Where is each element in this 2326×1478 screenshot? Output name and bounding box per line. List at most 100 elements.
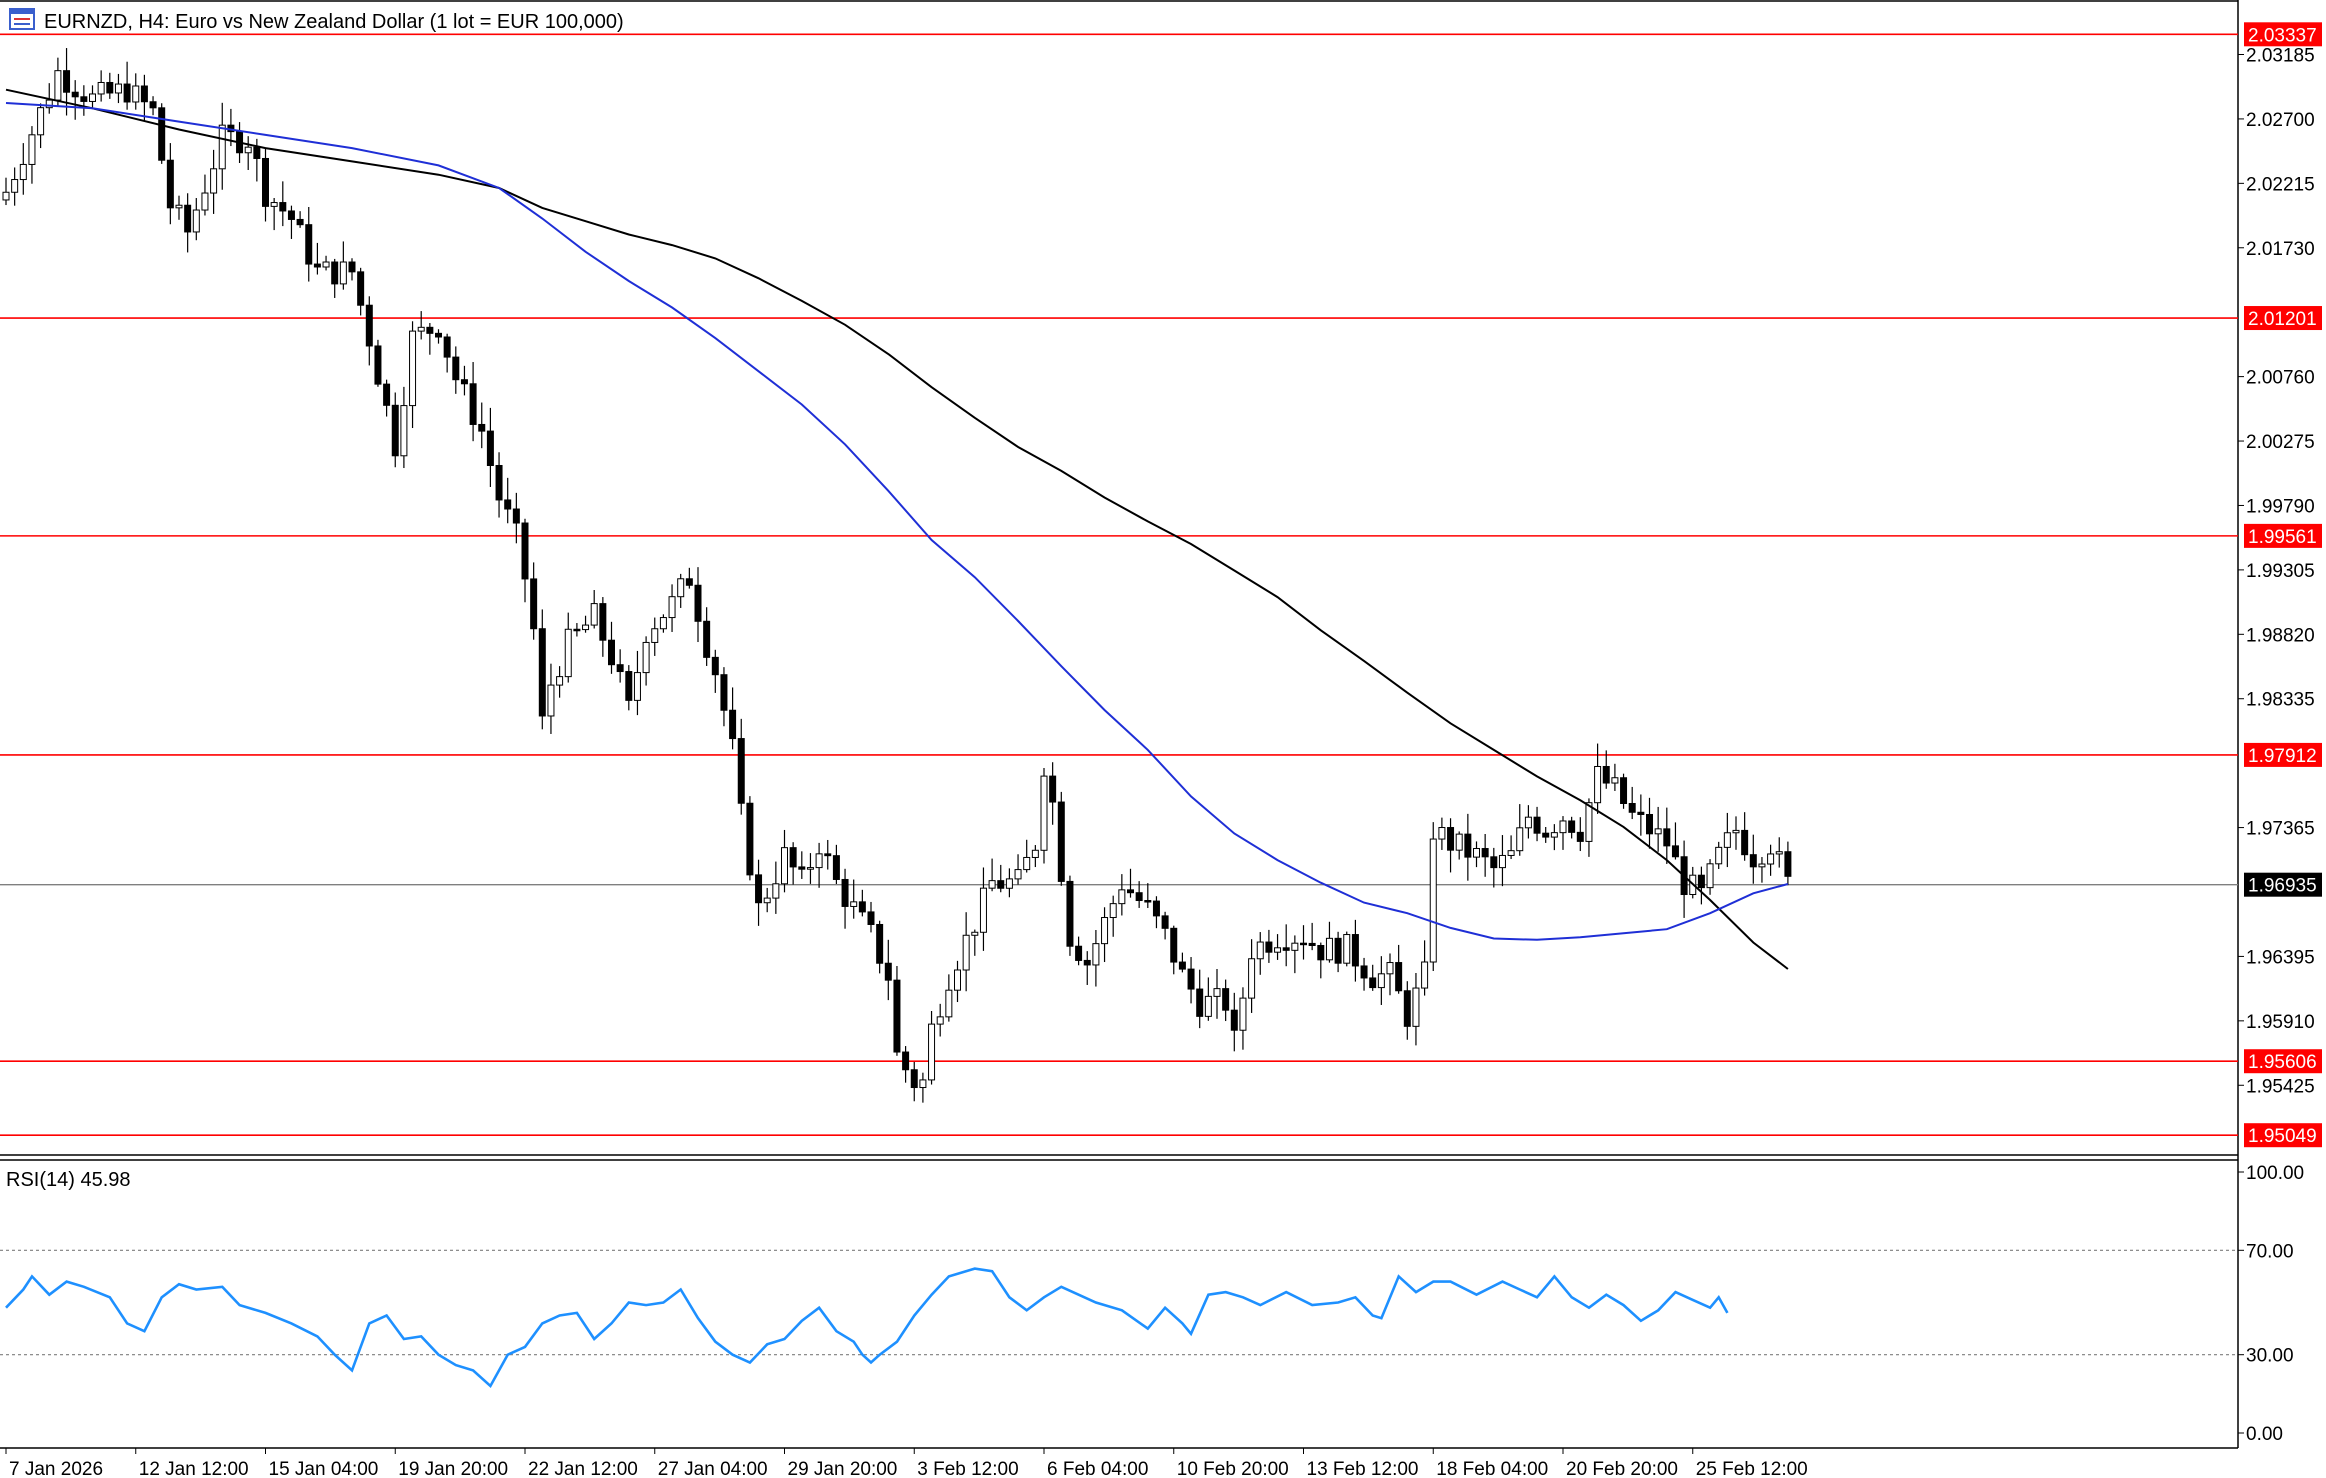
bull-candle — [270, 202, 278, 207]
bull-candle — [988, 880, 996, 889]
bear-candle — [1144, 900, 1152, 903]
bear-candle — [1334, 937, 1342, 964]
bull-candle — [1256, 941, 1264, 960]
time-axis: 7 Jan 2026 12 Jan 12:00 15 Jan 04:00 19 Jan… — [5, 1448, 1808, 1478]
bull-candle — [1377, 973, 1385, 989]
rsi-tick-label: 100.00 — [2246, 1163, 2304, 1184]
price-tick-label: 1.99305 — [2246, 561, 2315, 582]
level-price-label: 1.95606 — [2248, 1052, 2317, 1073]
bear-candle — [1170, 927, 1178, 963]
time-tick-label: 19 Jan 20:00 — [398, 1459, 508, 1478]
bull-candle — [1204, 995, 1212, 1017]
bear-candle — [460, 379, 468, 385]
bear-candle — [1542, 832, 1550, 838]
bear-candle — [1196, 988, 1204, 1017]
bull-candle — [1092, 943, 1100, 966]
bull-candle — [850, 901, 858, 907]
bear-candle — [530, 578, 538, 630]
bear-candle — [1403, 990, 1411, 1027]
bull-candle — [132, 85, 140, 103]
bear-candle — [599, 603, 607, 641]
bull-candle — [1715, 846, 1723, 865]
bull-candle — [1550, 832, 1558, 838]
bull-candle — [97, 81, 105, 95]
bear-candle — [1646, 813, 1653, 835]
bear-candle — [746, 802, 754, 876]
bull-candle — [19, 163, 27, 181]
bull-candle — [651, 628, 659, 643]
bear-candle — [287, 210, 295, 220]
bull-candle — [633, 672, 641, 701]
bull-candle — [1274, 947, 1282, 953]
bull-candle — [409, 330, 417, 407]
bull-candle — [582, 624, 590, 631]
price-tick-label: 1.98820 — [2246, 625, 2315, 646]
bear-candle — [140, 85, 148, 103]
bear-candle — [858, 901, 866, 913]
bear-candle — [1749, 854, 1757, 868]
bull-candle — [928, 1023, 936, 1081]
bull-candle — [89, 93, 96, 102]
level-price-label: 1.97912 — [2248, 746, 2317, 767]
bull-candle — [11, 179, 19, 193]
bull-candle — [979, 887, 987, 933]
bear-candle — [616, 664, 624, 673]
bear-candle — [884, 962, 892, 981]
bear-candle — [893, 979, 901, 1053]
bear-candle — [1741, 829, 1749, 856]
bear-candle — [1351, 934, 1359, 967]
bull-candle — [37, 107, 45, 136]
level-price-badge — [2244, 1049, 2322, 1074]
bear-candle — [798, 866, 806, 870]
chart-window-icon[interactable] — [9, 8, 35, 30]
bear-candle — [296, 218, 304, 226]
rsi-pane: 100.00 70.00 30.00 0.00 — [0, 1163, 2304, 1445]
bear-candle — [1602, 765, 1610, 784]
horizontal-levels — [0, 33, 2238, 1137]
bull-candle — [1239, 997, 1247, 1031]
bull-candle — [1118, 889, 1126, 905]
bear-candle — [1135, 892, 1143, 902]
bull-candle — [1706, 863, 1714, 889]
bull-candle — [1723, 832, 1731, 848]
bull-candle — [1498, 854, 1506, 869]
rsi-label: RSI(14) 45.98 — [6, 1169, 131, 1191]
bear-candle — [1369, 977, 1377, 989]
price-tick-label: 1.99790 — [2246, 496, 2315, 517]
bear-candle — [1317, 944, 1325, 961]
bull-candle — [1559, 820, 1567, 834]
bull-candle — [417, 326, 425, 332]
time-tick-label: 15 Jan 04:00 — [269, 1459, 379, 1478]
bear-candle — [357, 271, 365, 306]
bear-candle — [504, 499, 512, 510]
bear-candle — [1282, 947, 1290, 951]
bull-candle — [1325, 937, 1333, 961]
bear-candle — [1161, 915, 1169, 929]
bear-candle — [435, 332, 442, 338]
bull-candle — [400, 405, 408, 457]
rsi-tick-label: 70.00 — [2246, 1241, 2294, 1262]
bear-candle — [1222, 988, 1230, 1011]
bull-candle — [936, 1016, 944, 1025]
bear-candle — [1464, 833, 1472, 858]
bull-candle — [642, 641, 650, 674]
level-price-label: 1.99561 — [2248, 527, 2317, 548]
bear-candle — [876, 923, 884, 964]
bear-candle — [1300, 942, 1307, 946]
bull-candle — [919, 1079, 927, 1089]
level-price-badge — [2244, 1123, 2322, 1148]
bear-candle — [106, 81, 114, 94]
bear-candle — [902, 1051, 910, 1071]
bear-candle — [685, 578, 693, 586]
bear-candle — [1265, 941, 1273, 953]
bear-candle — [1127, 889, 1134, 894]
bear-candle — [755, 874, 763, 904]
bear-candle — [478, 423, 486, 432]
bear-candle — [374, 345, 382, 385]
current-price-label: 1.96935 — [2248, 876, 2317, 897]
bear-candle — [1187, 968, 1195, 990]
bull-candle — [677, 578, 685, 598]
bear-candle — [1083, 959, 1091, 966]
time-tick-label: 20 Feb 20:00 — [1566, 1459, 1678, 1478]
